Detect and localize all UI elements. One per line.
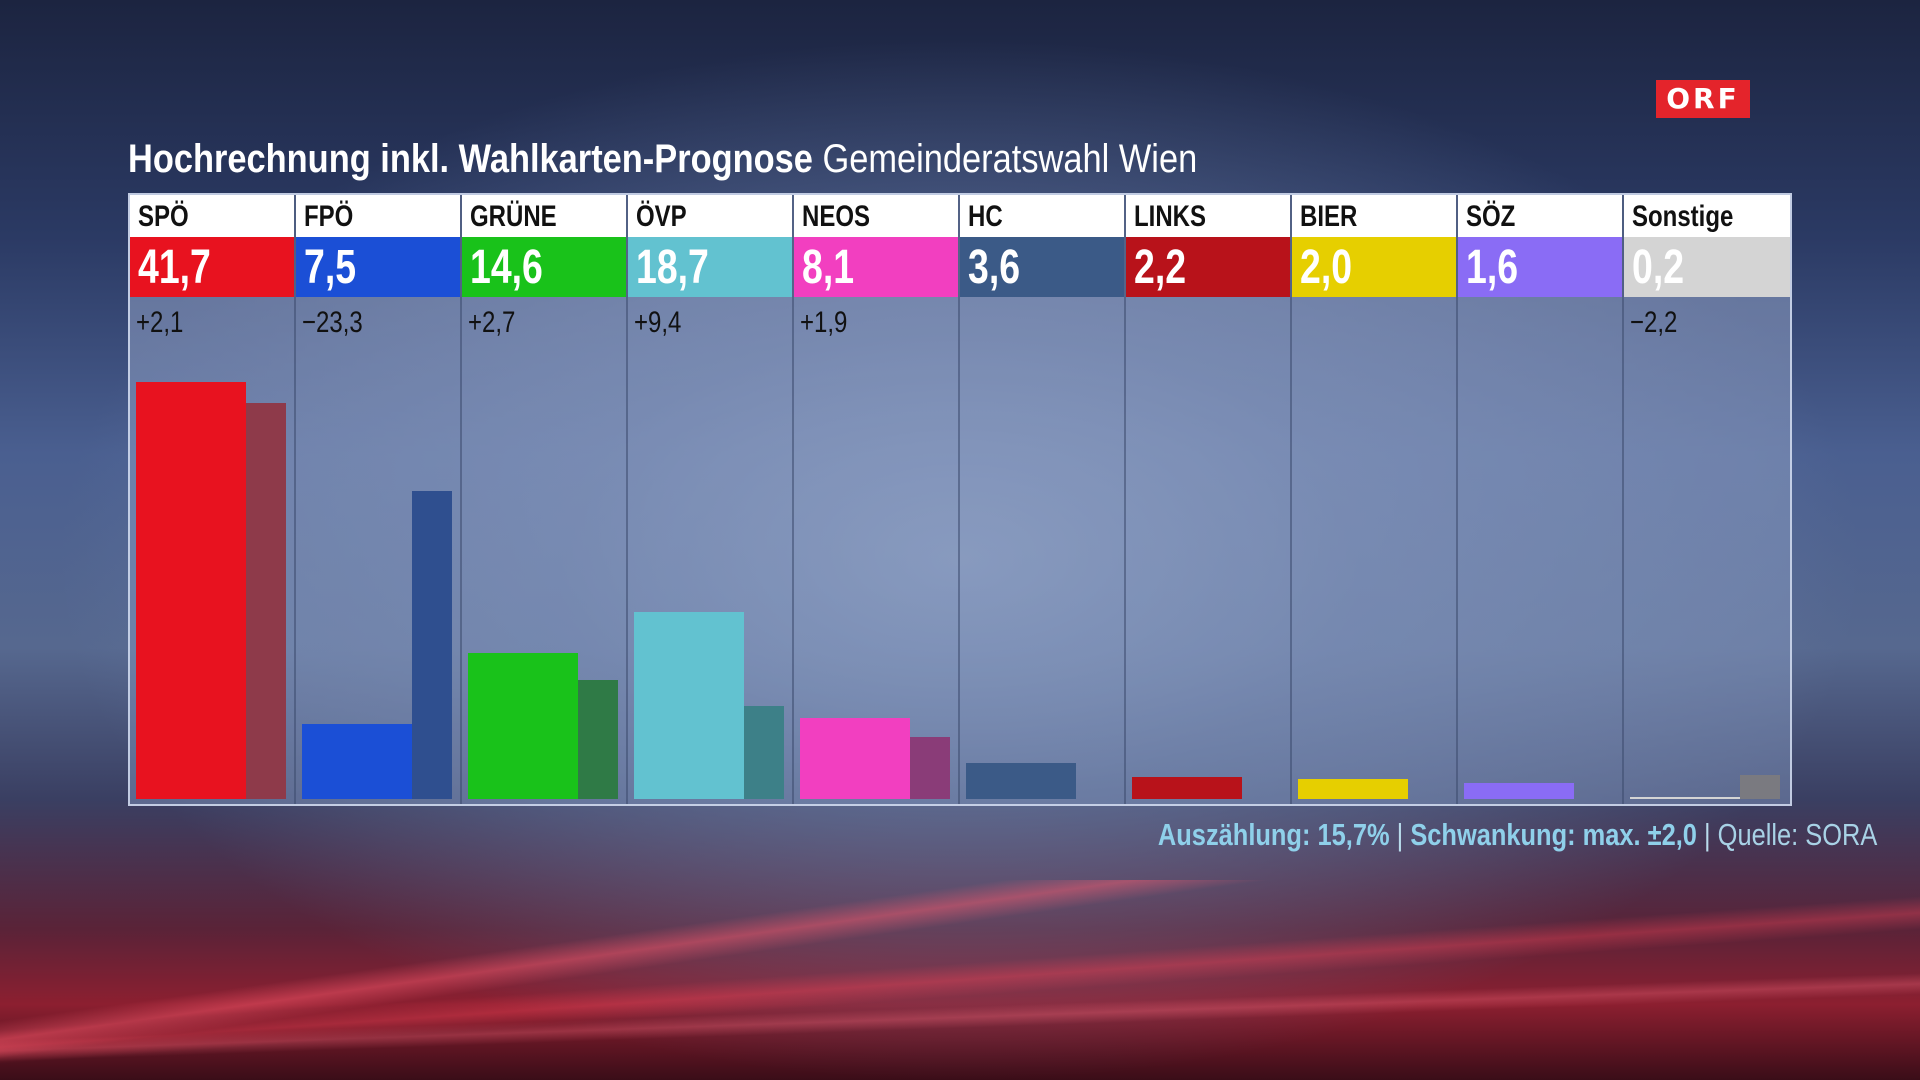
party-change: −23,3 — [296, 303, 460, 343]
party-column: ÖVP 18,7 +9,4 — [628, 195, 794, 804]
previous-result-bar — [246, 403, 286, 799]
party-name: LINKS — [1126, 195, 1290, 237]
party-name: ÖVP — [628, 195, 792, 237]
party-name-text: GRÜNE — [470, 200, 557, 233]
party-result: 2,0 — [1292, 237, 1456, 297]
party-result: 3,6 — [960, 237, 1124, 297]
previous-result-bar — [744, 706, 784, 799]
party-column: SPÖ 41,7 +2,1 — [130, 195, 296, 804]
party-change-text: +9,4 — [634, 306, 682, 339]
party-change-text: −23,3 — [302, 306, 363, 339]
party-result: 14,6 — [462, 237, 626, 297]
previous-result-bar — [412, 491, 452, 799]
party-result: 18,7 — [628, 237, 792, 297]
previous-result-bar — [910, 737, 950, 799]
party-result: 1,6 — [1458, 237, 1622, 297]
party-name: Sonstige — [1624, 195, 1790, 237]
party-result-text: 14,6 — [470, 241, 543, 294]
footer-separator-1: | — [1396, 817, 1404, 852]
party-column: GRÜNE 14,6 +2,7 — [462, 195, 628, 804]
party-name-text: BIER — [1300, 200, 1358, 233]
previous-result-bar — [1740, 775, 1780, 799]
party-name-text: NEOS — [802, 200, 871, 233]
party-change-text: +2,7 — [468, 306, 516, 339]
party-result-text: 1,6 — [1466, 241, 1519, 294]
party-column: NEOS 8,1 +1,9 — [794, 195, 960, 804]
party-change: +9,4 — [628, 303, 792, 343]
party-result: 0,2 — [1624, 237, 1790, 297]
party-name-text: LINKS — [1134, 200, 1206, 233]
party-change: +2,1 — [130, 303, 294, 343]
party-name: SPÖ — [130, 195, 294, 237]
party-name-text: SPÖ — [138, 200, 189, 233]
party-column: HC 3,6 — [960, 195, 1126, 804]
party-result-text: 18,7 — [636, 241, 709, 294]
current-result-bar — [1464, 783, 1574, 799]
party-result-text: 2,2 — [1134, 241, 1187, 294]
party-result: 7,5 — [296, 237, 460, 297]
party-name: FPÖ — [296, 195, 460, 237]
current-result-bar — [966, 763, 1076, 799]
party-change-text: +2,1 — [136, 306, 184, 339]
party-name-text: Sonstige — [1632, 200, 1734, 233]
party-change — [960, 303, 1124, 343]
party-result-text: 7,5 — [304, 241, 357, 294]
party-result: 2,2 — [1126, 237, 1290, 297]
footer-separator-2: | — [1704, 817, 1711, 852]
party-result-text: 0,2 — [1632, 241, 1685, 294]
current-result-bar — [136, 382, 246, 799]
party-name-text: SÖZ — [1466, 200, 1516, 233]
party-name-text: ÖVP — [636, 200, 687, 233]
party-result: 41,7 — [130, 237, 294, 297]
chart-subtitle: Gemeinderatswahl Wien — [822, 137, 1198, 181]
party-result-text: 41,7 — [138, 241, 211, 294]
current-result-bar — [800, 718, 910, 799]
party-column: SÖZ 1,6 — [1458, 195, 1624, 804]
current-result-bar — [1132, 777, 1242, 799]
party-name: HC — [960, 195, 1124, 237]
party-result: 8,1 — [794, 237, 958, 297]
party-change — [1458, 303, 1622, 343]
current-result-bar — [634, 612, 744, 799]
data-source: Quelle: SORA — [1717, 817, 1878, 852]
chart-panel: SPÖ 41,7 +2,1 FPÖ 7,5 −23,3 GRÜNE 14,6 +2,7 ÖVP 18… — [128, 193, 1792, 806]
party-name: GRÜNE — [462, 195, 626, 237]
party-result-text: 2,0 — [1300, 241, 1353, 294]
current-result-bar — [468, 653, 578, 799]
party-column: Sonstige 0,2 −2,2 — [1624, 195, 1790, 804]
party-change: +1,9 — [794, 303, 958, 343]
party-change-text: +1,9 — [800, 306, 848, 339]
party-name: NEOS — [794, 195, 958, 237]
party-change — [1126, 303, 1290, 343]
party-column: BIER 2,0 — [1292, 195, 1458, 804]
chart-footer: Auszählung: 15,7% | Schwankung: max. ±2,… — [1000, 815, 1877, 855]
party-name: SÖZ — [1458, 195, 1622, 237]
party-result-text: 8,1 — [802, 241, 855, 294]
current-result-bar — [1630, 797, 1740, 799]
chart-title: Hochrechnung inkl. Wahlkarten-Prognose G… — [128, 134, 1197, 184]
party-result-text: 3,6 — [968, 241, 1021, 294]
party-column: LINKS 2,2 — [1126, 195, 1292, 804]
current-result-bar — [302, 724, 412, 799]
current-result-bar — [1298, 779, 1408, 799]
previous-result-bar — [578, 680, 618, 799]
party-change: +2,7 — [462, 303, 626, 343]
margin-of-error: Schwankung: max. ±2,0 — [1410, 817, 1697, 852]
party-name: BIER — [1292, 195, 1456, 237]
party-change: −2,2 — [1624, 303, 1790, 343]
party-name-text: HC — [968, 200, 1003, 233]
party-change — [1292, 303, 1456, 343]
background-streaks — [0, 880, 1920, 1080]
count-status: Auszählung: 15,7% — [1157, 817, 1390, 852]
party-change-text: −2,2 — [1630, 306, 1678, 339]
orf-logo: ORF — [1656, 80, 1750, 118]
chart-title-main: Hochrechnung inkl. Wahlkarten-Prognose — [128, 137, 813, 181]
party-column: FPÖ 7,5 −23,3 — [296, 195, 462, 804]
party-name-text: FPÖ — [304, 200, 354, 233]
